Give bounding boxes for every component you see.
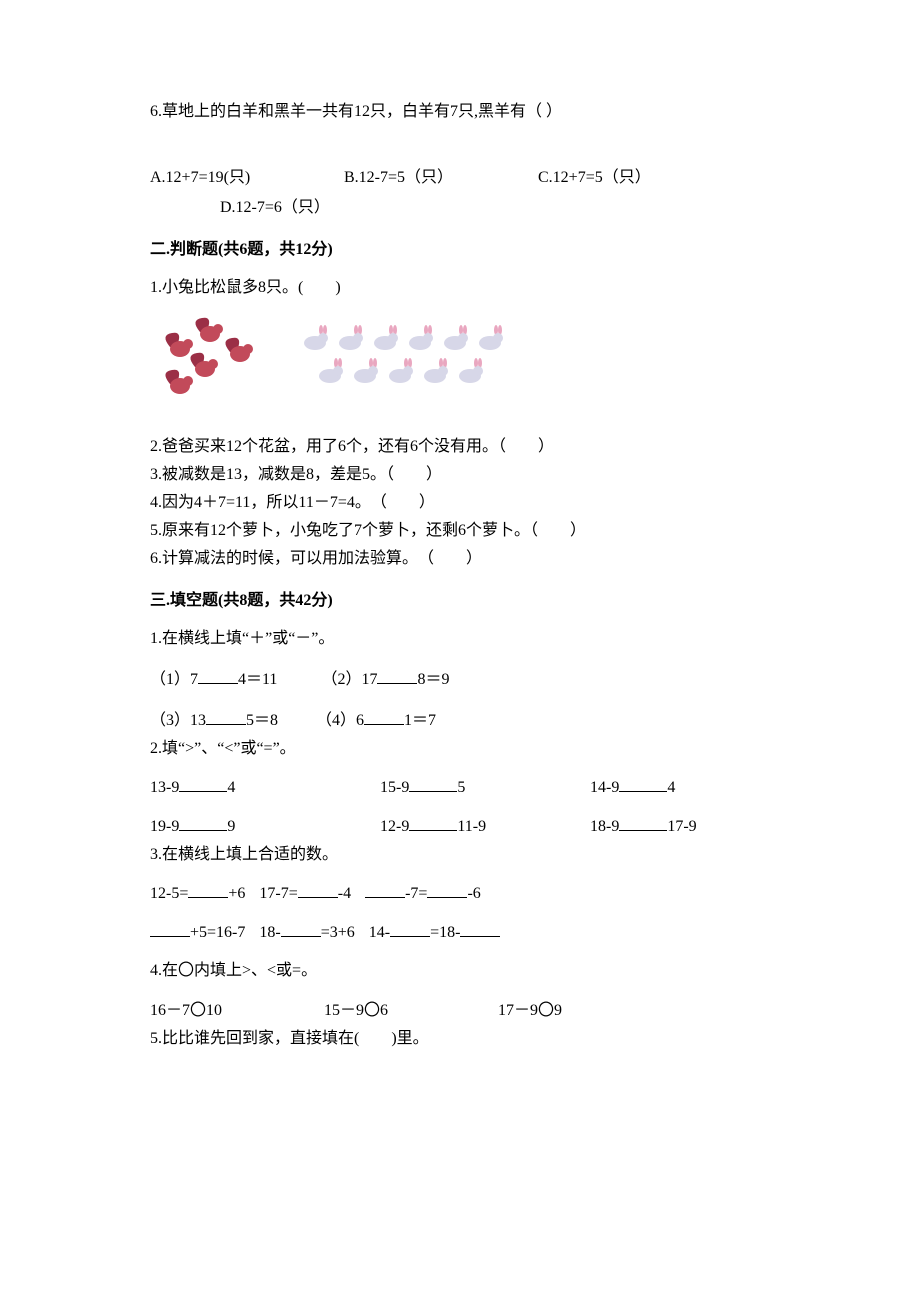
sec3-q3-line1: 12-5= +6 17-7= -4 -7= -6: [150, 881, 920, 906]
sec3-q2-row2: 19-9 9 12-9 11-9 18-9 17-9: [150, 814, 920, 839]
q6-opt-c: C.12+7=5（只）: [538, 166, 651, 190]
sec3-q1-stem: 1.在横线上填“＋”或“－”。: [150, 627, 920, 651]
blank: [390, 920, 430, 937]
q1-1-right: 4＝11: [238, 671, 277, 688]
q1-4-right: 1＝7: [404, 712, 436, 729]
blank: [179, 814, 227, 831]
q2-r1c-r: 4: [667, 779, 675, 796]
sec3-q2-row1: 13-9 4 15-9 5 14-9 4: [150, 775, 920, 800]
q2-r1a-r: 4: [227, 779, 235, 796]
q1-2-right: 8＝9: [417, 671, 449, 688]
q2-r2c-l: 18-9: [590, 818, 619, 835]
q2-r1a-l: 13-9: [150, 779, 179, 796]
blank: [619, 775, 667, 792]
q1-3-right: 5＝8: [246, 712, 278, 729]
sec3-q4-stem: 4.在〇内填上>、<或=。: [150, 959, 920, 983]
q1-3-left: （3）13: [150, 712, 206, 729]
q6-stem: 6.草地上的白羊和黑羊一共有12只，白羊有7只,黑羊有（ ）: [150, 100, 920, 124]
q3-l2-b-l: 18-: [259, 924, 280, 941]
sec3-q1-line2: （3）13 5＝8 （4）6 1＝7: [150, 708, 920, 733]
q2-r2c-r: 17-9: [667, 818, 696, 835]
q1-2-left: （2）17: [321, 671, 377, 688]
blank: [377, 667, 417, 684]
sec3-q2-stem: 2.填“>”、“<”或“=”。: [150, 737, 920, 761]
q2-r1b-r: 5: [457, 779, 465, 796]
sec2-q6: 6.计算减法的时候，可以用加法验算。 （ ）: [150, 547, 920, 571]
q2-r2b-r: 11-9: [457, 818, 486, 835]
blank: [619, 814, 667, 831]
sec3-q5: 5.比比谁先回到家，直接填在( )里。: [150, 1027, 920, 1051]
q6-opt-a: A.12+7=19(只): [150, 166, 340, 190]
sec3-q4-row: 16－7〇10 15－9〇6 17－9〇9: [150, 999, 920, 1023]
blank: [460, 920, 500, 937]
q3-l2-a-r: +5=16-7: [190, 924, 245, 941]
q3-l2-b-r: =3+6: [321, 924, 355, 941]
q3-l2-c-r: =18-: [430, 924, 460, 941]
sec2-q5: 5.原来有12个萝卜，小兔吃了7个萝卜，还剩6个萝卜。（ ）: [150, 519, 920, 543]
sec3-q1-line1: （1）7 4＝11 （2）17 8＝9: [150, 667, 920, 692]
q3-l1-b-l: 17-7=: [259, 885, 297, 902]
sec2-q4: 4.因为4＋7=11，所以11－7=4。 （ ）: [150, 491, 920, 515]
q3-l1-b-r: -4: [338, 885, 351, 902]
q2-r2a-r: 9: [227, 818, 235, 835]
q6-options: A.12+7=19(只) B.12-7=5（只） C.12+7=5（只）: [150, 166, 920, 190]
blank: [427, 881, 467, 898]
q4-c: 17－9〇9: [498, 1002, 562, 1019]
blank: [409, 814, 457, 831]
section3-heading: 三.填空题(共8题，共42分): [150, 589, 920, 613]
section2-heading: 二.判断题(共6题，共12分): [150, 238, 920, 262]
sec3-q3-stem: 3.在横线上填上合适的数。: [150, 843, 920, 867]
blank: [365, 881, 405, 898]
q3-l2-c-l: 14-: [369, 924, 390, 941]
blank: [364, 708, 404, 725]
blank: [179, 775, 227, 792]
blank: [281, 920, 321, 937]
sec2-q2: 2.爸爸买来12个花盆，用了6个，还有6个没有用。（ ）: [150, 435, 920, 459]
q3-l1-c-mid: -7=: [405, 885, 427, 902]
q4-b: 15－9〇6: [324, 999, 494, 1023]
blank: [298, 881, 338, 898]
sec2-q1: 1.小兔比松鼠多8只。( ): [150, 276, 920, 300]
blank: [188, 881, 228, 898]
sec3-q3-line2: +5=16-7 18- =3+6 14- =18-: [150, 920, 920, 945]
q2-r2a-l: 19-9: [150, 818, 179, 835]
animals-figure: [150, 314, 920, 417]
q3-l1-a-r: +6: [228, 885, 245, 902]
q4-a: 16－7〇10: [150, 999, 320, 1023]
blank: [206, 708, 246, 725]
blank: [150, 920, 190, 937]
blank: [409, 775, 457, 792]
q2-r2b-l: 12-9: [380, 818, 409, 835]
q2-r1b-l: 15-9: [380, 779, 409, 796]
q2-r1c-l: 14-9: [590, 779, 619, 796]
q6-opt-d: D.12-7=6（只）: [150, 196, 920, 220]
q6-opt-b: B.12-7=5（只）: [344, 166, 534, 190]
q3-l1-a-l: 12-5=: [150, 885, 188, 902]
q1-4-left: （4）6: [316, 712, 364, 729]
blank: [198, 667, 238, 684]
sec2-q3: 3.被减数是13，减数是8，差是5。（ ）: [150, 463, 920, 487]
q3-l1-c-r: -6: [467, 885, 480, 902]
q1-1-left: （1）7: [150, 671, 198, 688]
